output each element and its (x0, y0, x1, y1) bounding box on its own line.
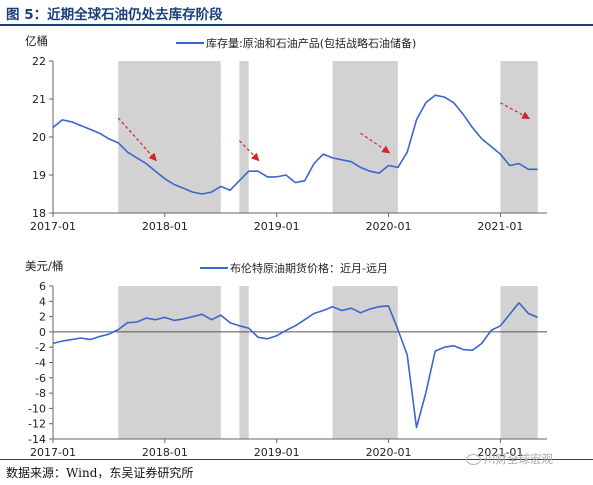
chart-2: -14 -12 -10 -8 -6 -4 -2 0 2 4 6 2017-01 2018-01 2019-… (25, 259, 547, 459)
y-tick-label: 18 (32, 207, 46, 220)
shaded-period-4 (500, 286, 538, 439)
watermark-label: 川财全球宏观 (484, 452, 553, 466)
watermark: 川财全球宏观 (466, 451, 553, 467)
shaded-period-4 (500, 61, 538, 213)
x-tick-label: 2017-01 (30, 220, 76, 233)
x-tick-label: 2019-01 (254, 220, 300, 233)
y-tick-label: 19 (32, 169, 46, 182)
series-line (52, 94, 538, 195)
x-tick-label: 2020-01 (366, 220, 412, 233)
title-divider (0, 24, 593, 26)
source-note: 数据来源：Wind，东吴证券研究所 (6, 466, 194, 480)
wechat-icon (466, 453, 481, 465)
y-tick-label: 22 (32, 55, 46, 68)
trend-arrow-2 (238, 140, 260, 162)
x-tick-label: 2021-01 (477, 446, 523, 459)
shaded-period-2 (239, 286, 249, 439)
x-tick-label: 2019-01 (254, 446, 300, 459)
y-tick-label: -6 (35, 372, 46, 385)
y-tick-label: 4 (39, 295, 46, 308)
series-line (52, 301, 539, 429)
y-tick-label: 6 (39, 280, 46, 293)
x-tick-label: 2017-01 (30, 446, 76, 459)
y-tick-label: -14 (28, 433, 46, 446)
shaded-period-2 (239, 61, 249, 213)
y-tick-label: 2 (39, 311, 46, 324)
trend-arrow-3 (360, 132, 391, 154)
shaded-period-1 (118, 286, 221, 439)
y-tick-label: -4 (35, 357, 46, 370)
shaded-period-3 (332, 286, 398, 439)
y-tick-label: 0 (39, 326, 46, 339)
x-tick-label: 2018-01 (142, 220, 188, 233)
legend-label: 库存量:原油和石油产品(包括战略石油储备) (206, 36, 416, 50)
page-title: 图 5：近期全球石油仍处去库存阶段 (6, 7, 223, 23)
shaded-period-1 (118, 61, 221, 213)
y-unit-label: 亿桶 (25, 34, 48, 48)
y-tick-label: -10 (28, 402, 46, 415)
x-tick-label: 2018-01 (142, 446, 188, 459)
x-tick-label: 2021-01 (477, 220, 523, 233)
y-tick-label: 21 (32, 93, 46, 106)
chart-1: 18 19 20 21 22 2017-01 2018-01 2019-01 2020-01 20… (25, 34, 547, 233)
y-unit-label: 美元/桶 (25, 259, 63, 273)
y-tick-label: -8 (35, 387, 46, 400)
y-tick-label: 20 (32, 131, 46, 144)
x-tick-label: 2020-01 (366, 446, 412, 459)
footer-divider (0, 459, 593, 460)
trend-arrow-1 (117, 117, 157, 162)
y-tick-label: -2 (35, 341, 46, 354)
legend-label: 布伦特原油期货价格：近月-远月 (230, 261, 388, 275)
y-tick-label: -12 (28, 418, 46, 431)
